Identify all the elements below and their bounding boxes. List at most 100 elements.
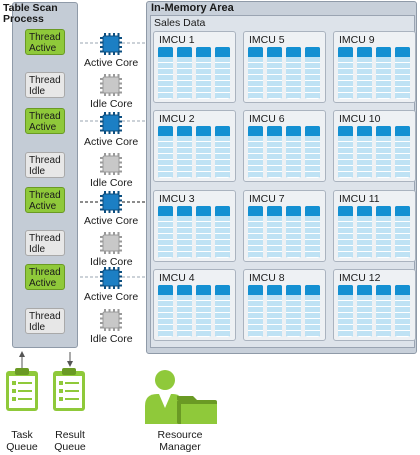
column-segment [248,206,263,258]
column-segment [196,206,211,258]
thread-active: Thread Active [25,29,65,55]
resource-manager-icon [145,370,217,424]
idle-core-label: Idle Core [90,333,133,345]
column-segment [215,285,230,337]
imcu-label: IMCU 5 [249,34,285,46]
thread-active: Thread Active [25,108,65,134]
column-segment [395,206,410,258]
column-segment [267,126,282,178]
idle-core-label: Idle Core [90,98,133,110]
column-segment [305,126,320,178]
clipboard-icon [6,368,38,411]
column-segment [395,47,410,99]
active-core-label: Active Core [84,136,139,148]
column-segment [196,47,211,99]
cpu-core-icon-active [100,33,122,55]
imcu-label: IMCU 10 [339,113,381,125]
cpu-core-icon-idle [100,74,122,96]
column-segment [357,126,372,178]
cpu-core-icon-active [100,191,122,213]
column-segment [158,206,173,258]
imcu-label: IMCU 6 [249,113,285,125]
column-segment [286,285,301,337]
result-queue [52,366,86,428]
imcu-block: IMCU 2 [153,110,236,182]
imcu-block: IMCU 11 [333,190,416,262]
imcu-label: IMCU 8 [249,272,285,284]
column-segment [158,47,173,99]
column-segment [338,47,353,99]
thread-active: Thread Active [25,264,65,290]
thread-idle: Thread Idle [25,152,65,178]
column-segment [286,206,301,258]
in-memory-area-title: In-Memory Area [151,2,234,14]
column-segment [267,47,282,99]
column-segment [177,126,192,178]
imcu-label: IMCU 9 [339,34,375,46]
column-segment [338,285,353,337]
column-segment [248,285,263,337]
column-segment [357,206,372,258]
column-segment [177,206,192,258]
imcu-block: IMCU 6 [243,110,326,182]
imcu-block: IMCU 7 [243,190,326,262]
column-segment [395,285,410,337]
imcu-block: IMCU 10 [333,110,416,182]
imcu-block: IMCU 1 [153,31,236,103]
column-segment [177,285,192,337]
imcu-block: IMCU 9 [333,31,416,103]
imcu-label: IMCU 1 [159,34,195,46]
sales-data-title: Sales Data [154,17,206,29]
column-segment [215,47,230,99]
cpu-core-icon-active [100,112,122,134]
imcu-label: IMCU 7 [249,193,285,205]
column-segment [305,47,320,99]
column-segment [158,285,173,337]
imcu-label: IMCU 12 [339,272,381,284]
column-segment [338,126,353,178]
column-segment [286,47,301,99]
column-segment [286,126,301,178]
column-segment [338,206,353,258]
thread-idle: Thread Idle [25,308,65,334]
active-core-label: Active Core [84,57,139,69]
column-segment [376,285,391,337]
resource-manager-label: Resource Manager [157,429,203,453]
column-segment [215,126,230,178]
column-segment [305,285,320,337]
column-segment [196,285,211,337]
active-core-label: Active Core [84,215,139,227]
thread-idle: Thread Idle [25,72,65,98]
column-segment [267,206,282,258]
task-queue [5,366,39,428]
column-segment [196,126,211,178]
imcu-block: IMCU 8 [243,269,326,341]
imcu-label: IMCU 3 [159,193,195,205]
column-segment [177,47,192,99]
active-core-label: Active Core [84,291,139,303]
imcu-block: IMCU 5 [243,31,326,103]
cpu-core-icon-active [100,267,122,289]
column-segment [357,285,372,337]
column-segment [357,47,372,99]
column-segment [376,126,391,178]
resource-manager [143,366,223,428]
imcu-label: IMCU 2 [159,113,195,125]
column-segment [248,47,263,99]
clipboard-icon [53,368,85,411]
column-segment [395,126,410,178]
imcu-block: IMCU 4 [153,269,236,341]
cpu-core-icon-idle [100,232,122,254]
table-scan-process-title: Table Scan Process [3,2,58,25]
column-segment [305,206,320,258]
task-queue-label: Task Queue [6,429,38,453]
thread-idle: Thread Idle [25,230,65,256]
cpu-core-icon-idle [100,309,122,331]
column-segment [376,47,391,99]
idle-core-label: Idle Core [90,177,133,189]
result-queue-label: Result Queue [54,429,86,453]
idle-core-label: Idle Core [90,256,133,268]
column-segment [267,285,282,337]
imcu-block: IMCU 3 [153,190,236,262]
cpu-core-icon-idle [100,153,122,175]
